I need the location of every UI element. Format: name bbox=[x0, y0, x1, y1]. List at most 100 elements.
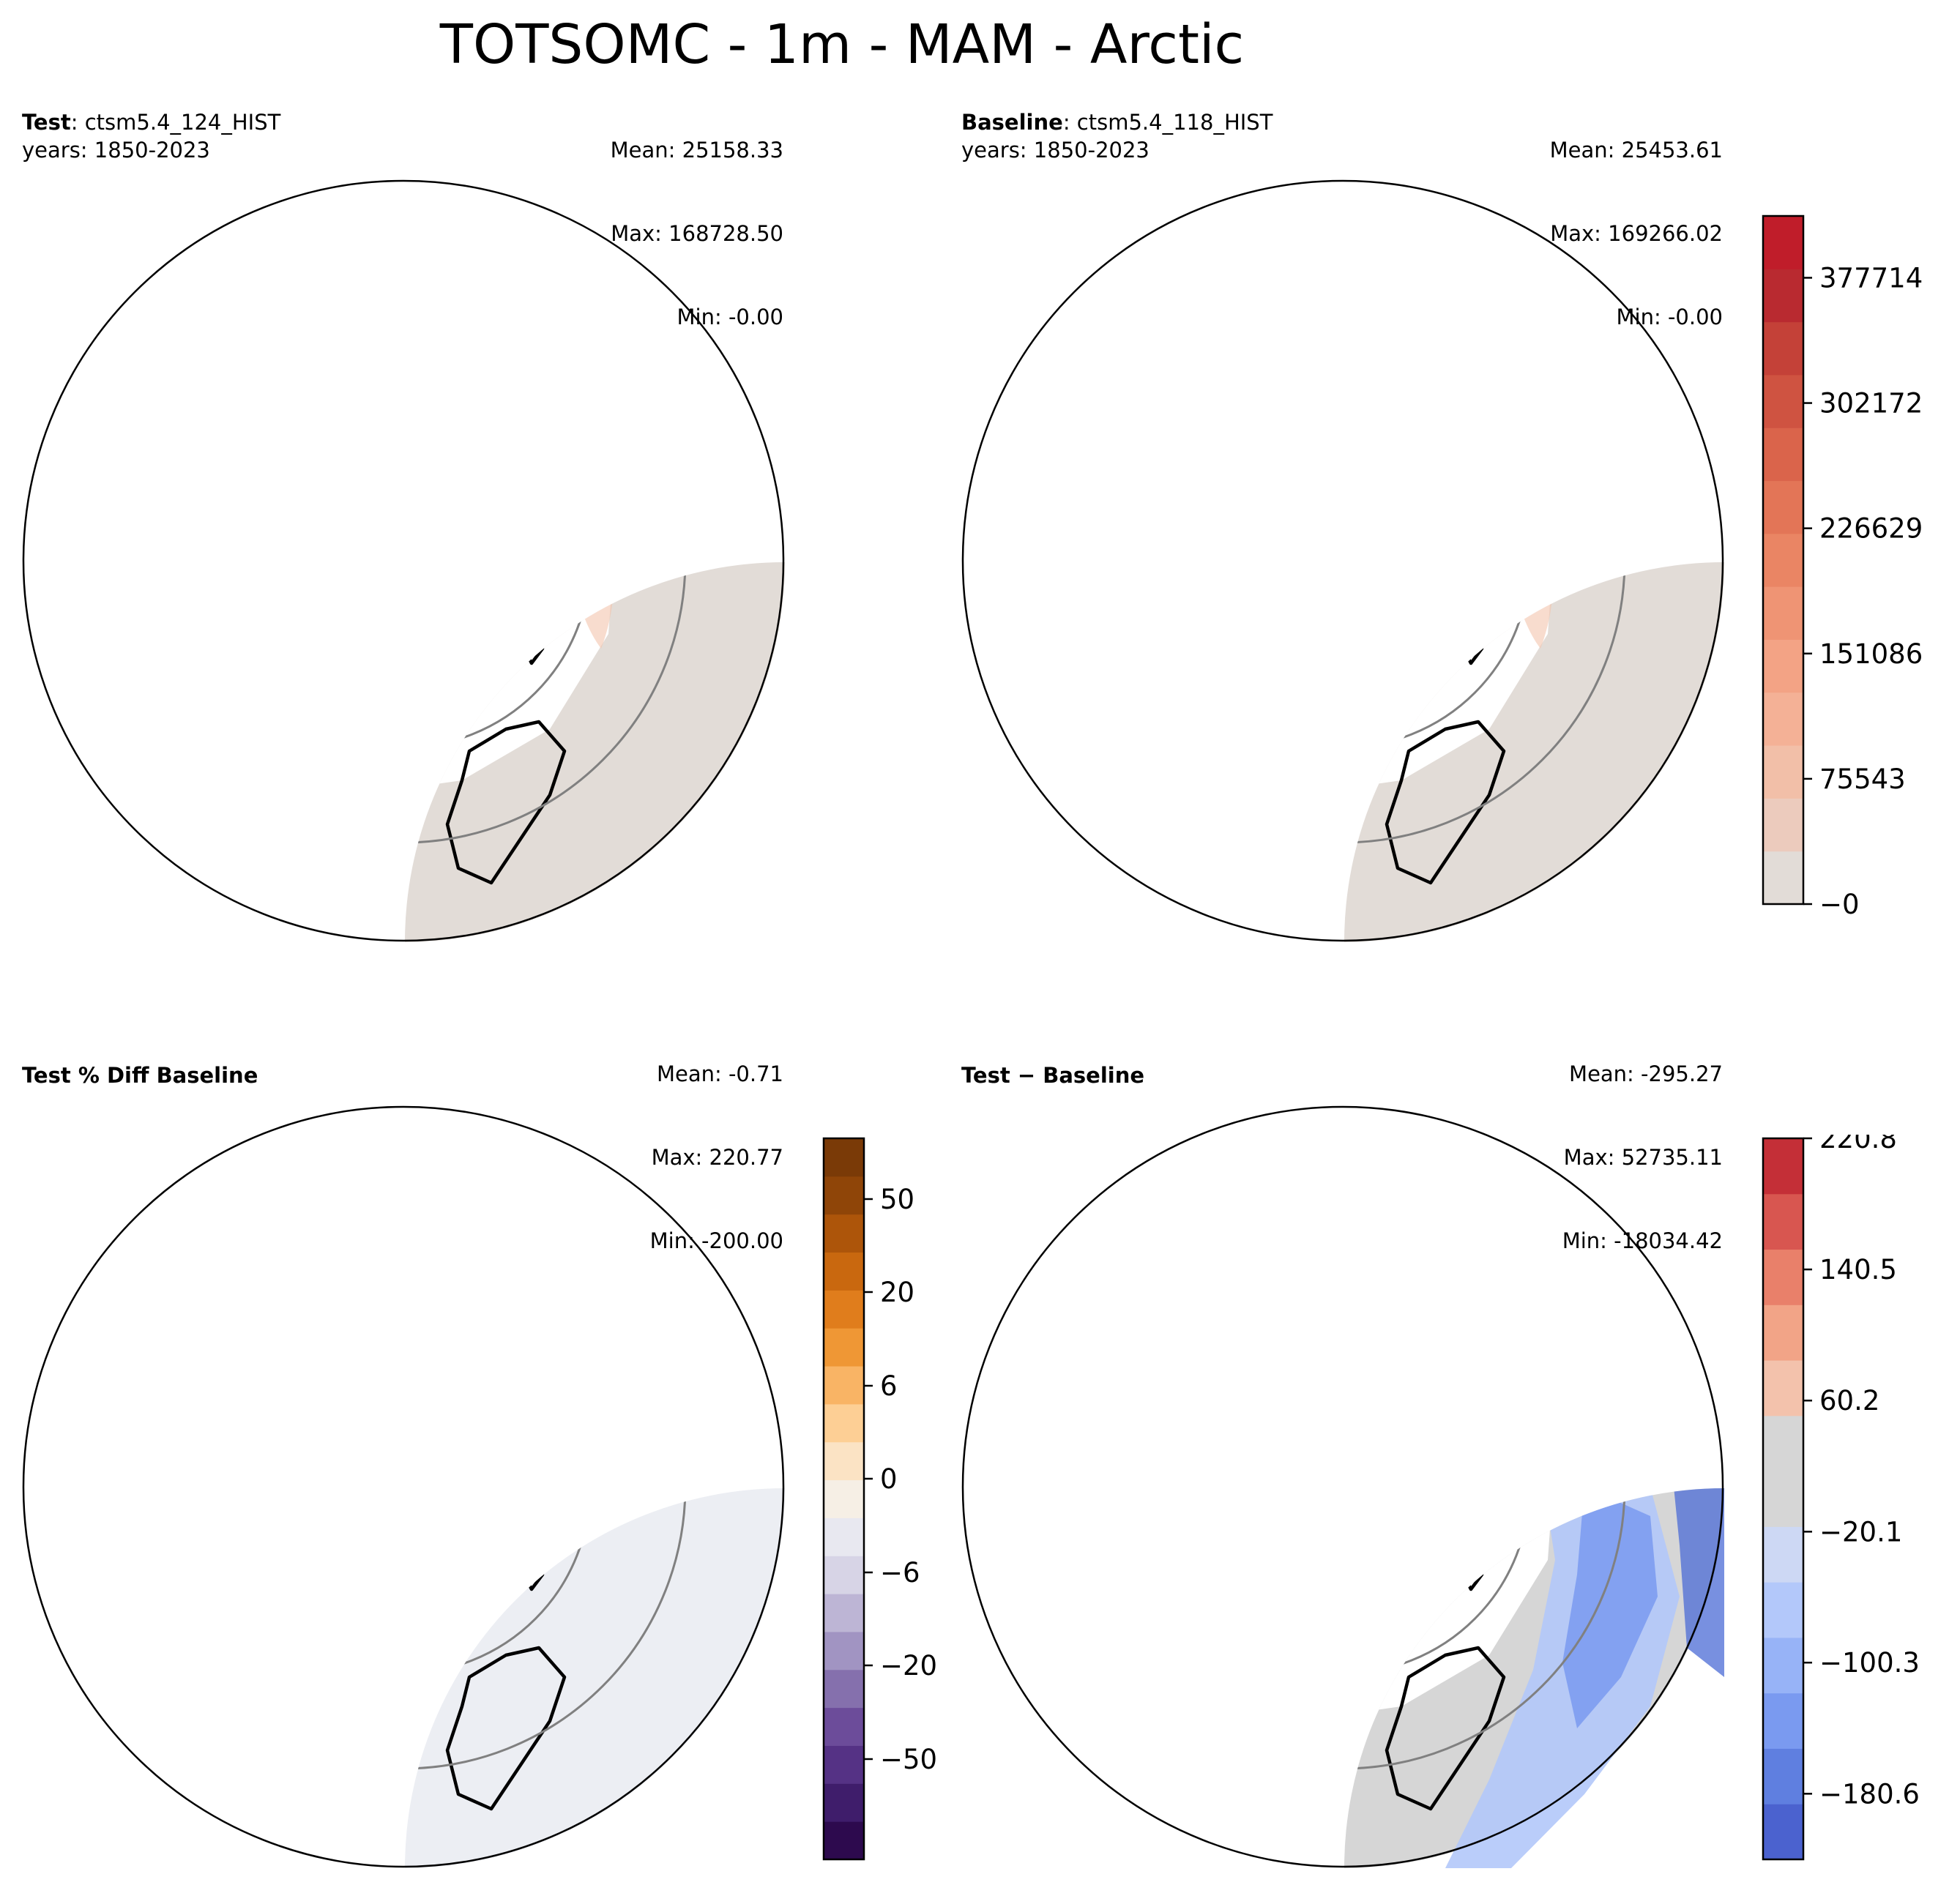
test-years: years: 1850-2023 bbox=[22, 138, 210, 163]
main-colorbar-block bbox=[1763, 745, 1803, 799]
main-colorbar-block bbox=[1763, 851, 1803, 905]
main-colorbar-block bbox=[1763, 692, 1803, 746]
diff-label: Test − Baseline bbox=[961, 1063, 1145, 1088]
baseline-map bbox=[961, 179, 1724, 942]
baseline-years: years: 1850-2023 bbox=[961, 138, 1149, 163]
main-colorbar-block bbox=[1763, 321, 1803, 376]
baseline-case: : ctsm5.4_118_HIST bbox=[1062, 110, 1273, 135]
pct-colorbar-ticks: 50 20 6 0 −6 −20 −50 bbox=[864, 1184, 937, 1775]
diff-colorbar-block bbox=[1763, 1748, 1803, 1804]
pct-colorbar-block bbox=[824, 1328, 864, 1367]
baseline-label: Baseline bbox=[961, 110, 1063, 135]
pct-colorbar-block bbox=[824, 1518, 864, 1556]
baseline-ocean bbox=[1344, 562, 1555, 795]
diff-colorbar-block bbox=[1763, 1138, 1803, 1195]
pct-colorbar-tick-label: −20 bbox=[880, 1650, 937, 1681]
main-colorbar-block bbox=[1763, 639, 1803, 693]
diff-colorbar-block bbox=[1763, 1804, 1803, 1860]
diff-colorbar-tick-label: −20.1 bbox=[1819, 1516, 1902, 1548]
diff-colorbar-block bbox=[1763, 1692, 1803, 1749]
diff-colorbar-block bbox=[1763, 1360, 1803, 1416]
baseline-land-fill bbox=[1344, 562, 1724, 942]
pct-colorbar-block bbox=[824, 1631, 864, 1671]
diff-colorbar-tick-label: −100.3 bbox=[1819, 1647, 1920, 1679]
figure-title: TOTSOMC - 1m - MAM - Arctic bbox=[439, 13, 1245, 76]
pct-colorbar-block bbox=[824, 1366, 864, 1405]
main-colorbar-blocks bbox=[1763, 216, 1803, 905]
diff-map-border bbox=[961, 1105, 1724, 1868]
test-map-border bbox=[22, 179, 785, 942]
pct-colorbar-block bbox=[824, 1594, 864, 1632]
diff-header: Test − Baseline bbox=[961, 1061, 1144, 1089]
test-stats: Mean: 25158.33 Max: 168728.50 Min: -0.00 bbox=[439, 81, 783, 359]
main-colorbar-tick-label: 75543 bbox=[1819, 764, 1906, 795]
pct-colorbar-block bbox=[824, 1556, 864, 1594]
pct-mean: Mean: -0.71 bbox=[656, 1061, 783, 1086]
pct-map bbox=[22, 1105, 785, 1868]
pct-colorbar-blocks bbox=[824, 1138, 864, 1860]
baseline-max: Max: 169266.02 bbox=[1550, 221, 1723, 246]
pct-colorbar-block bbox=[824, 1745, 864, 1784]
test-header: Test: ctsm5.4_124_HIST years: 1850-2023 bbox=[22, 108, 280, 164]
main-colorbar-block bbox=[1763, 798, 1803, 852]
test-map bbox=[22, 179, 785, 942]
pct-colorbar-tick-label: 50 bbox=[880, 1184, 914, 1215]
pct-colorbar-tick-label: −6 bbox=[880, 1557, 920, 1589]
pct-colorbar-block bbox=[824, 1176, 864, 1215]
test-mean: Mean: 25158.33 bbox=[610, 138, 783, 163]
test-label: Test bbox=[22, 110, 71, 135]
main-colorbar-block bbox=[1763, 480, 1803, 534]
test-land-fill bbox=[405, 562, 785, 942]
pct-colorbar: 50 20 6 0 −6 −20 −50 bbox=[822, 1137, 937, 1861]
pct-min: Min: -200.00 bbox=[649, 1228, 783, 1253]
pct-background bbox=[405, 1488, 785, 1868]
pct-colorbar-block bbox=[824, 1783, 864, 1822]
diff-colorbar-ticks: 220.8 140.5 60.2 −20.1 −100.3 −180.6 bbox=[1803, 1135, 1920, 1810]
main-colorbar-tick-label: 377714 bbox=[1819, 262, 1923, 294]
pct-colorbar-block bbox=[824, 1479, 864, 1518]
diff-colorbar-block bbox=[1763, 1582, 1803, 1638]
diff-colorbar-blocks bbox=[1763, 1138, 1803, 1860]
pct-max: Max: 220.77 bbox=[651, 1145, 783, 1170]
diff-colorbar-frame bbox=[1762, 1137, 1805, 1861]
baseline-min: Min: -0.00 bbox=[1616, 305, 1723, 329]
pct-colorbar-tick-label: 0 bbox=[880, 1463, 898, 1495]
diff-map bbox=[961, 1105, 1724, 1868]
pct-colorbar-block bbox=[824, 1138, 864, 1177]
baseline-mean: Mean: 25453.61 bbox=[1549, 138, 1723, 163]
diff-colorbar-tick-label: 60.2 bbox=[1819, 1385, 1879, 1416]
diff-mean: Mean: -295.27 bbox=[1569, 1061, 1723, 1086]
diff-colorbar-tick-label: 220.8 bbox=[1819, 1135, 1897, 1154]
diff-colorbar-tick-label: 140.5 bbox=[1819, 1254, 1897, 1285]
pct-stats: Mean: -0.71 Max: 220.77 Min: -200.00 bbox=[439, 1004, 783, 1283]
pct-map-border bbox=[22, 1105, 785, 1868]
pct-purple-region bbox=[577, 1238, 696, 1349]
diff-colorbar-block bbox=[1763, 1637, 1803, 1694]
main-colorbar-tick-label: −0 bbox=[1819, 889, 1860, 915]
diff-max: Max: 52735.11 bbox=[1563, 1145, 1723, 1170]
test-warm-patch bbox=[169, 306, 264, 362]
test-case: : ctsm5.4_124_HIST bbox=[70, 110, 281, 135]
test-max: Max: 168728.50 bbox=[611, 221, 783, 246]
main-colorbar-block bbox=[1763, 216, 1803, 269]
test-ocean bbox=[405, 562, 616, 795]
diff-colorbar-block bbox=[1763, 1415, 1803, 1472]
main-colorbar-block bbox=[1763, 428, 1803, 482]
diff-colorbar-tick-label: −180.6 bbox=[1819, 1778, 1920, 1810]
diff-colorbar-block bbox=[1763, 1304, 1803, 1361]
diff-colorbar-block bbox=[1763, 1249, 1803, 1305]
main-colorbar-block bbox=[1763, 533, 1803, 587]
pct-colorbar-frame bbox=[822, 1137, 865, 1861]
diff-colorbar: 220.8 140.5 60.2 −20.1 −100.3 −180.6 bbox=[1762, 1135, 1920, 1861]
main-colorbar-tick-label: 302172 bbox=[1819, 388, 1923, 419]
pct-colorbar-block bbox=[824, 1707, 864, 1746]
pct-label: Test % Diff Baseline bbox=[22, 1063, 258, 1088]
baseline-header: Baseline: ctsm5.4_118_HIST years: 1850-2… bbox=[961, 108, 1272, 164]
diff-stats: Mean: -295.27 Max: 52735.11 Min: -18034.… bbox=[1379, 1004, 1723, 1283]
main-colorbar-block bbox=[1763, 586, 1803, 640]
diff-ocean bbox=[1344, 1488, 1555, 1721]
diff-colorbar-block bbox=[1763, 1471, 1803, 1527]
pct-colorbar-block bbox=[824, 1252, 864, 1291]
main-colorbar-ticks: 377714 302172 226629 151086 75543 −0 bbox=[1803, 262, 1923, 915]
pct-colorbar-block bbox=[824, 1214, 864, 1253]
